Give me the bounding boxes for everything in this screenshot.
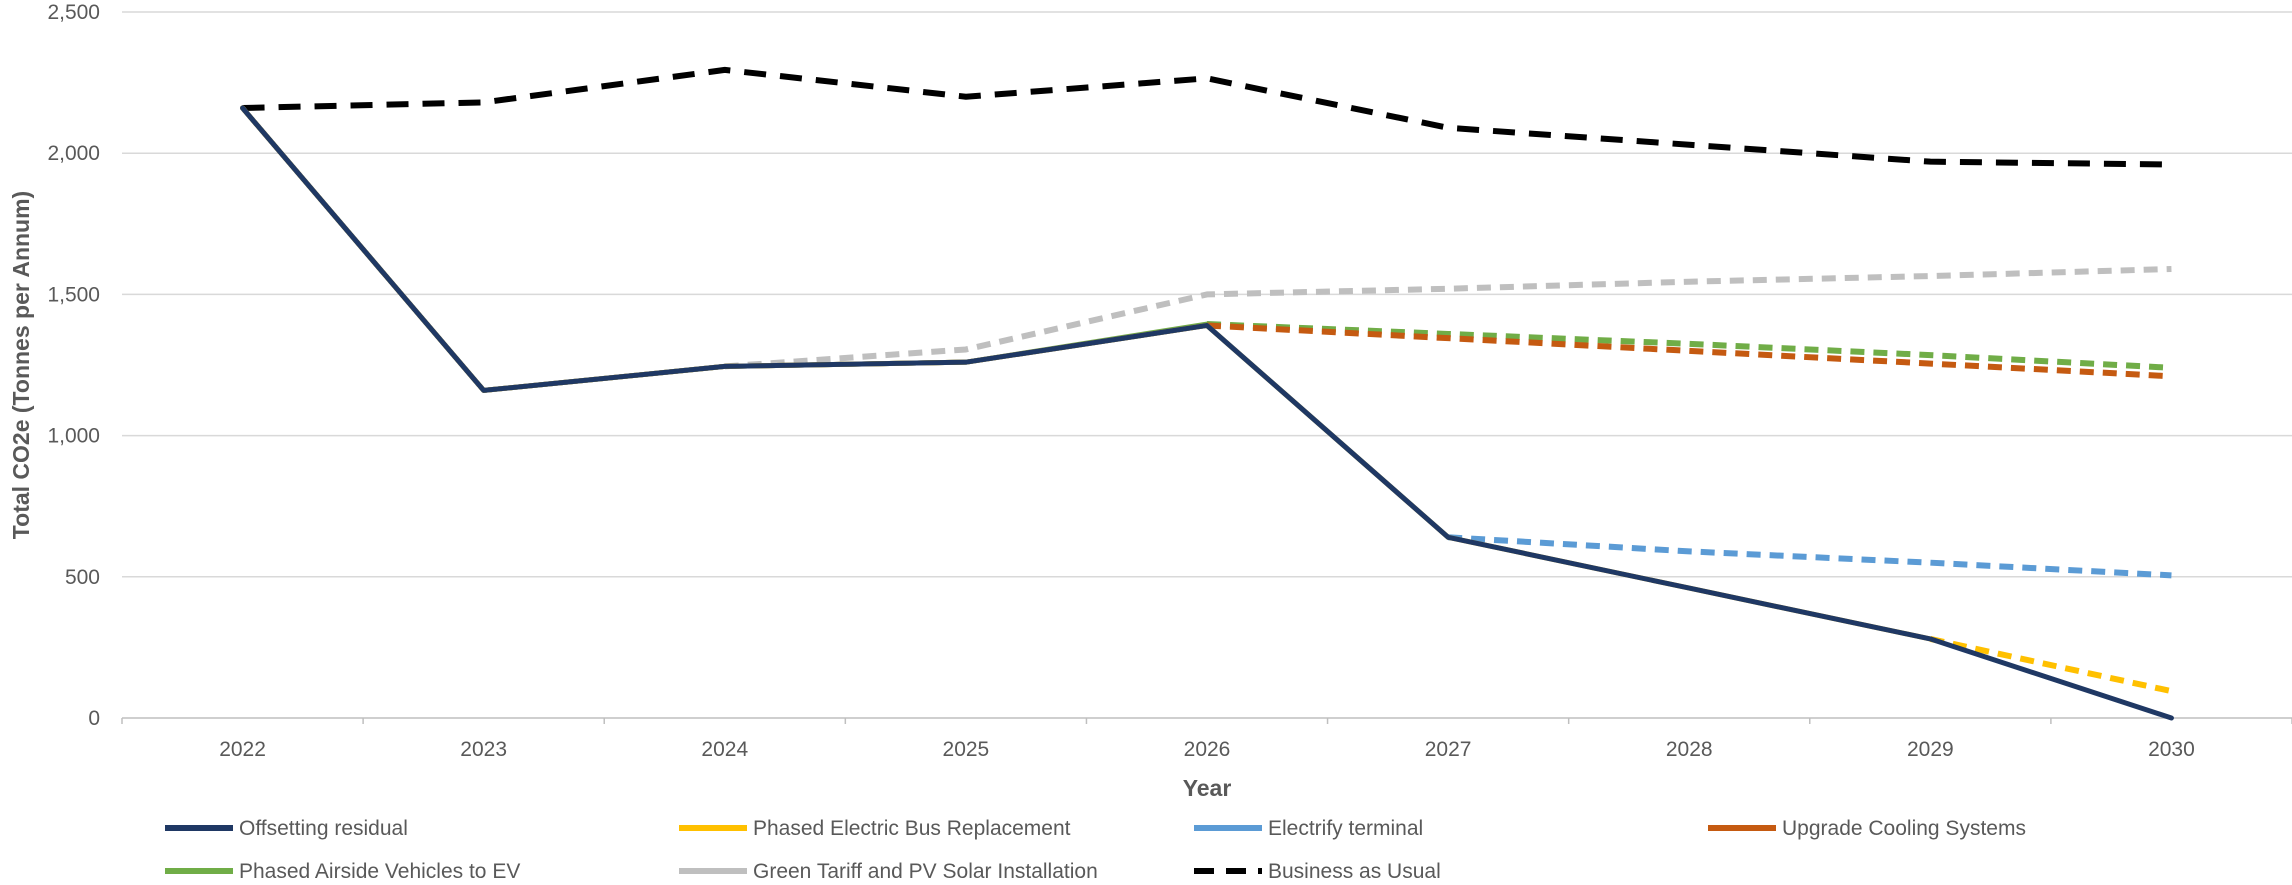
- y-tick-label: 2,500: [47, 1, 100, 24]
- series-dashed-upgrade-cooling-systems: [1206, 322, 2172, 380]
- legend-label-green-tariff-and-pv-solar-installation: Green Tariff and PV Solar Installation: [753, 860, 1098, 883]
- x-tick-label: 2023: [460, 738, 507, 761]
- y-axis-title: Total CO2e (Tonnes per Annum): [8, 191, 34, 539]
- x-tick-label: 2029: [1907, 738, 1954, 761]
- x-tick-label: 2026: [1184, 738, 1231, 761]
- x-tick-label: 2024: [701, 738, 748, 761]
- series-dashed-green-tariff-and-pv-solar-installation: [724, 265, 2172, 370]
- y-axis-ticks: 0 500 1,000 1,500 2,000 2,500: [47, 1, 100, 730]
- series-dashed-business-as-usual: [242, 66, 2172, 168]
- x-tick-label: 2022: [219, 738, 266, 761]
- series-line-green-tariff-and-pv-solar-installation: [240, 105, 728, 393]
- x-tick-label: 2027: [1425, 738, 1472, 761]
- series-dashed-phased-electric-bus-replacement: [1929, 635, 2173, 695]
- legend-label-offsetting-residual: Offsetting residual: [239, 817, 408, 840]
- legend-label-phased-airside-vehicles-to-ev: Phased Airside Vehicles to EV: [239, 860, 520, 883]
- y-tick-label: 1,500: [47, 283, 100, 306]
- x-axis-title: Year: [1183, 775, 1232, 801]
- legend-label-phased-electric-bus-replacement: Phased Electric Bus Replacement: [753, 817, 1071, 840]
- x-axis: 2022 2023 2024 2025 2026 2027 2028 2029 2030: [121, 717, 2292, 761]
- x-tick-label: 2028: [1666, 738, 1713, 761]
- series-line-offsetting-residual: [240, 105, 2174, 721]
- y-tick-label: 1,000: [47, 425, 100, 448]
- series-line-phased-electric-bus-replacement: [240, 105, 1933, 642]
- y-tick-label: 500: [65, 566, 100, 589]
- y-tick-label: 0: [88, 707, 100, 730]
- series-dashed-electrify-terminal: [1447, 534, 2172, 579]
- series-lines: [240, 66, 2174, 721]
- legend-label-upgrade-cooling-systems: Upgrade Cooling Systems: [1782, 817, 2026, 840]
- x-tick-label: 2025: [943, 738, 990, 761]
- legend-label-electrify-terminal: Electrify terminal: [1268, 817, 1423, 840]
- x-tick-label: 2030: [2148, 738, 2195, 761]
- legend: Offsetting residual Phased Electric Bus R…: [165, 817, 2026, 883]
- legend-label-business-as-usual: Business as Usual: [1268, 860, 1441, 883]
- y-tick-label: 2,000: [47, 142, 100, 165]
